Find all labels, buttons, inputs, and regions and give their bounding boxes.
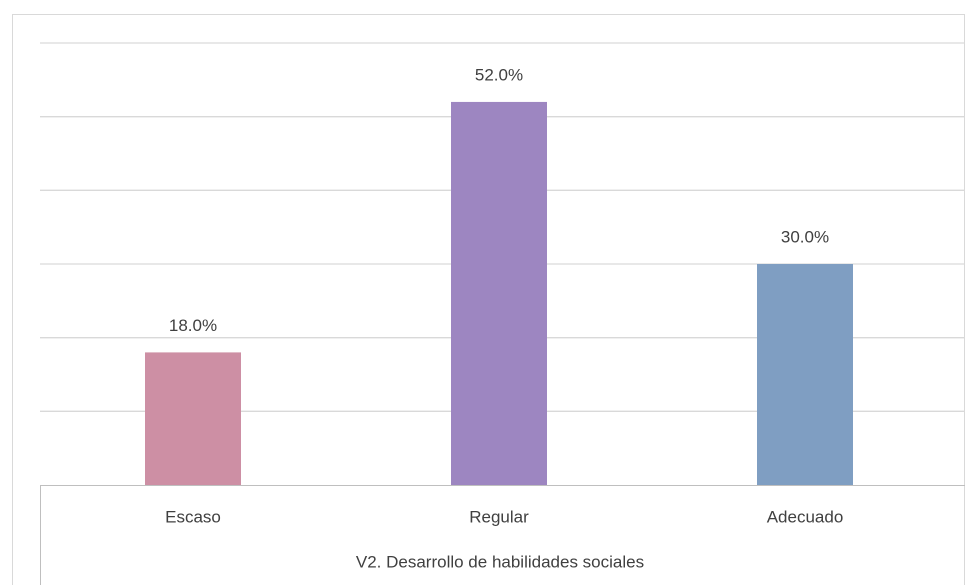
data-label: 18.0%	[169, 316, 217, 335]
x-tick-label: Adecuado	[767, 507, 844, 526]
x-tick-label: Escaso	[165, 507, 221, 526]
data-label: 52.0%	[475, 65, 523, 84]
axis-box	[40, 485, 965, 585]
x-axis-title: V2. Desarrollo de habilidades sociales	[356, 552, 644, 571]
x-tick-label: Regular	[469, 507, 529, 526]
bar	[451, 101, 547, 485]
bar	[145, 352, 241, 485]
bar	[757, 264, 853, 485]
data-label: 30.0%	[781, 227, 829, 246]
